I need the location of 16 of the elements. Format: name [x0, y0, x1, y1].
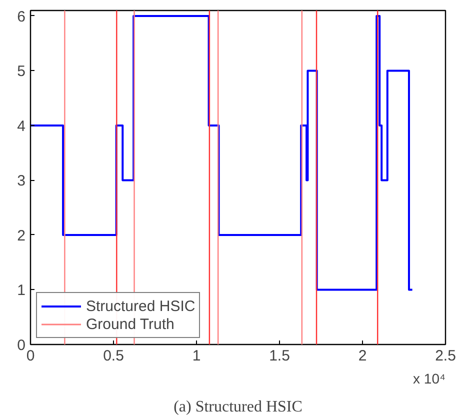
y-tick-label: 1 — [17, 282, 26, 300]
x-tick-label: 2 — [358, 348, 367, 364]
x-tick-label: 0.5 — [103, 348, 124, 364]
y-tick-label: 5 — [17, 63, 26, 80]
text: x 10⁴ — [413, 370, 446, 386]
y-tick-label: 4 — [17, 118, 26, 135]
legend-label: Structured HSIC — [86, 297, 196, 315]
x-tick-label: 2.5 — [435, 348, 456, 364]
x-tick-label: 1.5 — [269, 348, 290, 364]
text: (a) Structured HSIC — [174, 398, 302, 416]
y-tick-label: 6 — [17, 8, 26, 26]
x-tick-label: 1 — [192, 348, 201, 364]
y-tick-label: 0 — [17, 337, 26, 354]
ref-line-label: Ground Truth — [86, 315, 174, 333]
y-tick-label: 3 — [17, 172, 26, 190]
y-tick-label: 2 — [17, 227, 26, 244]
